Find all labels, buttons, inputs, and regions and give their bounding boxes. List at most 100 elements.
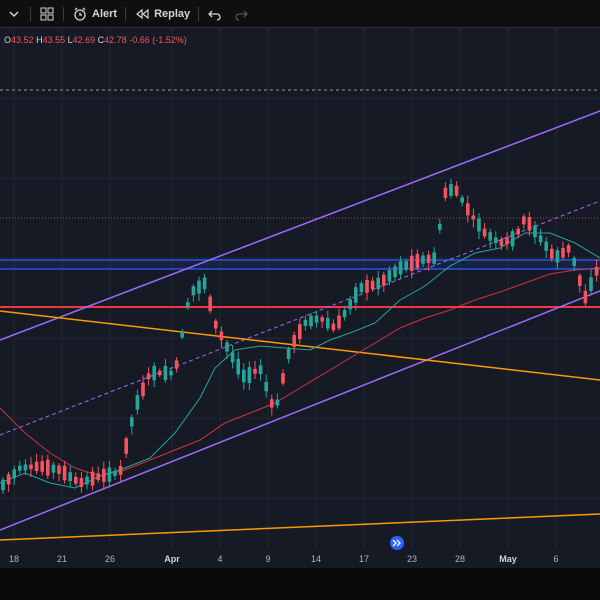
candle-body [348, 299, 352, 310]
candle-body [135, 395, 140, 410]
replay-label: Replay [154, 7, 191, 20]
candle-body [365, 279, 369, 293]
candle-body [589, 277, 593, 291]
candle-body [281, 373, 285, 384]
candle-body [376, 277, 380, 290]
ohlc-legend: O43.52 H43.55 L42.69 C42.78 -0.66 (-1.52… [4, 35, 187, 45]
candle-body [303, 319, 308, 326]
low-value: 42.69 [72, 35, 96, 45]
candle-body [561, 247, 565, 258]
candle-body [460, 197, 464, 203]
redo-icon [235, 10, 249, 21]
toolbar-divider [30, 6, 31, 21]
candle-body [477, 218, 481, 232]
chevron-down-icon[interactable] [6, 0, 22, 27]
orange-trend-line-upper[interactable] [0, 310, 600, 381]
candle-body [342, 309, 347, 318]
candle-body [488, 232, 492, 241]
x-axis-label: Apr [164, 554, 180, 564]
candle-body [331, 323, 336, 331]
candle-body [146, 373, 151, 380]
x-axis-label: 23 [406, 554, 418, 564]
candle-body [230, 352, 235, 363]
candle-body [124, 438, 128, 454]
candle-body [74, 476, 78, 484]
layout-grid-button[interactable] [39, 0, 55, 27]
open-value: 43.52 [11, 35, 34, 45]
candle-body [578, 275, 582, 286]
candle-body [298, 324, 302, 340]
candle-body [292, 335, 296, 347]
candle-body [410, 255, 414, 271]
candle-body [382, 274, 386, 286]
channel-upper-line[interactable] [0, 110, 600, 341]
alert-button[interactable]: Alert [72, 0, 117, 27]
candle-body [415, 253, 420, 269]
blue-resistance-zone[interactable] [0, 260, 600, 269]
candle-body [107, 467, 112, 482]
orange-trend-line-lower[interactable] [0, 513, 600, 541]
candle-body [505, 237, 509, 245]
candle-body [180, 331, 184, 338]
candle-body [68, 472, 72, 482]
undo-button[interactable] [207, 0, 223, 27]
candle-body [79, 478, 84, 487]
candle-body [449, 184, 453, 196]
candle-body [158, 370, 162, 376]
x-axis-label: 9 [265, 554, 271, 564]
x-axis-label: 6 [553, 554, 559, 564]
candle-body [214, 320, 218, 329]
high-value: 43.55 [42, 35, 66, 45]
candle-body [320, 317, 324, 322]
candle-body [443, 187, 448, 198]
replay-button[interactable]: Replay [134, 0, 190, 27]
candle-body [270, 399, 274, 408]
candle-body [370, 280, 375, 289]
grid-icon [40, 7, 54, 20]
candle-body [130, 417, 134, 427]
candle-body [432, 252, 436, 264]
toolbar-divider [125, 6, 127, 21]
bottom-bar [0, 568, 600, 600]
candle-body [594, 266, 599, 276]
candle-body [12, 469, 16, 479]
alert-label: Alert [92, 7, 118, 20]
high-key: H [36, 35, 43, 45]
candle-body [387, 270, 392, 282]
candle-body [499, 239, 504, 247]
x-axis-label: 21 [56, 554, 68, 564]
candle-body [359, 283, 364, 293]
undo-icon [208, 10, 221, 21]
candle-body [510, 231, 515, 247]
channel-mid-line[interactable] [0, 200, 600, 436]
toolbar-divider [198, 6, 200, 21]
candle-body [141, 382, 145, 397]
candle-body [202, 277, 207, 290]
price-chart[interactable]: O43.52 H43.55 L42.69 C42.78 -0.66 (-1.52… [0, 28, 600, 568]
candle-body [583, 290, 588, 304]
candle-body [18, 465, 22, 471]
x-axis-label: May [499, 554, 517, 564]
top-toolbar: Alert Replay [0, 0, 600, 28]
x-axis-label: 26 [104, 554, 116, 564]
candle-body [253, 368, 257, 374]
candle-body [258, 365, 263, 375]
candle-body [275, 399, 280, 406]
candle-body [522, 216, 526, 225]
redo-button[interactable] [233, 0, 249, 27]
candle-body [186, 302, 190, 308]
moving-average-red[interactable] [0, 267, 600, 477]
candle-body [6, 474, 11, 485]
moving-average-green[interactable] [0, 232, 600, 489]
candle-body [471, 215, 476, 220]
jump-to-realtime-button[interactable] [390, 536, 404, 550]
change-value: -0.66 (-1.52%) [129, 35, 187, 45]
candle-body [398, 261, 403, 275]
close-key: C [97, 35, 105, 45]
toolbar-divider [63, 6, 64, 21]
channel-lower-line[interactable] [0, 290, 600, 531]
candle-body [174, 360, 179, 369]
candle-body [572, 258, 576, 266]
candle-body [527, 216, 532, 231]
candle-body [208, 296, 212, 312]
